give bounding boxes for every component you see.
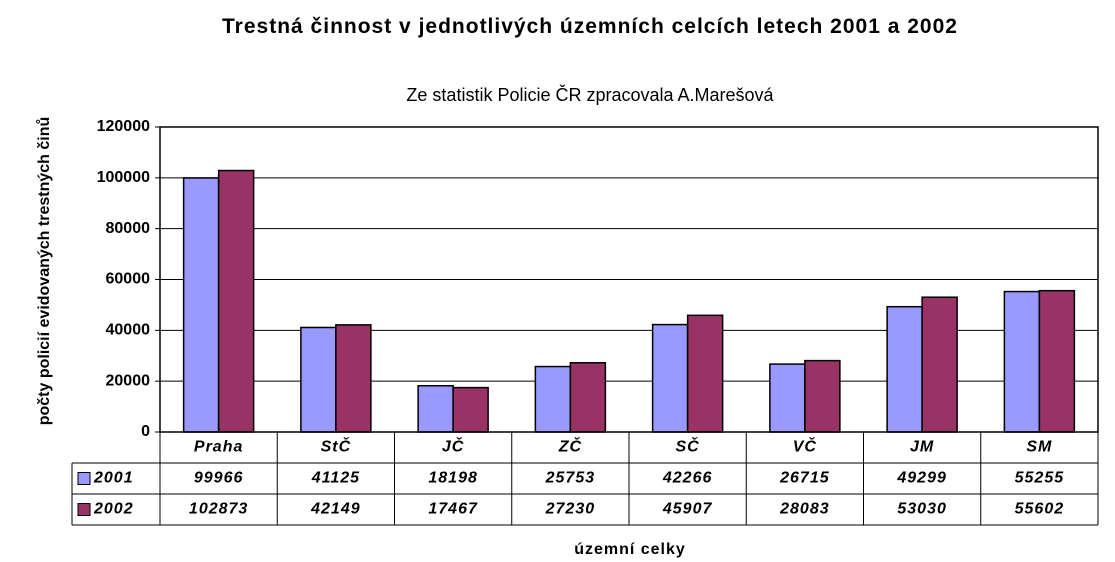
y-tick-label: 40000 <box>106 322 151 339</box>
table-value: 55602 <box>1015 501 1065 518</box>
table-value: 28083 <box>779 501 830 518</box>
bar <box>886 305 923 433</box>
bar <box>1038 289 1076 433</box>
x-tick-label: ZČ <box>558 437 582 456</box>
table-value: 18198 <box>428 470 478 487</box>
bar <box>569 362 607 433</box>
bar <box>452 386 489 433</box>
x-tick-label: JČ <box>442 437 464 456</box>
x-tick-label: SM <box>1026 439 1052 456</box>
y-tick-label: 100000 <box>97 169 150 186</box>
legend-label: 2001 <box>93 470 134 487</box>
bar <box>921 296 958 433</box>
x-tick-label: SČ <box>676 437 700 456</box>
legend-key <box>77 503 91 516</box>
x-tick-label: StČ <box>321 437 352 456</box>
y-tick-label: 80000 <box>106 220 151 237</box>
legend-key <box>77 472 91 485</box>
table-value: 49299 <box>896 470 947 487</box>
table-value: 41125 <box>311 470 360 487</box>
table-value: 53030 <box>897 501 947 518</box>
bar <box>335 324 372 433</box>
table-value: 42149 <box>310 501 361 518</box>
bar <box>1003 290 1041 433</box>
y-tick-label: 60000 <box>106 271 151 288</box>
table-value: 99966 <box>194 470 244 487</box>
x-axis-label: územní celky <box>574 541 686 558</box>
table-value: 26715 <box>779 470 830 487</box>
table-value: 27230 <box>545 501 596 518</box>
legend-label: 2002 <box>93 501 134 518</box>
bar <box>804 359 841 433</box>
bar <box>769 363 806 433</box>
bar <box>651 323 689 433</box>
bar <box>182 177 220 433</box>
y-tick-label: 0 <box>141 423 150 440</box>
bar <box>534 365 572 433</box>
bar <box>417 384 454 433</box>
table-value: 17467 <box>428 501 478 518</box>
x-tick-label: Praha <box>194 439 243 456</box>
bar <box>686 314 724 433</box>
chart-title: Trestná činnost v jednotlivých územních … <box>222 15 958 38</box>
bar <box>300 326 337 433</box>
x-tick-label: JM <box>910 439 934 456</box>
y-tick-label: 20000 <box>106 372 151 389</box>
bar <box>217 169 255 433</box>
table-value: 25753 <box>545 470 596 487</box>
x-tick-label: VČ <box>793 437 817 456</box>
table-value: 45907 <box>662 501 713 518</box>
y-tick-label: 120000 <box>97 118 150 135</box>
table-value: 55255 <box>1015 470 1065 487</box>
chart-subtitle: Ze statistik Policie ČR zpracovala A.Mar… <box>406 84 774 105</box>
table-value: 102873 <box>189 501 248 518</box>
table-value: 42266 <box>662 470 713 487</box>
